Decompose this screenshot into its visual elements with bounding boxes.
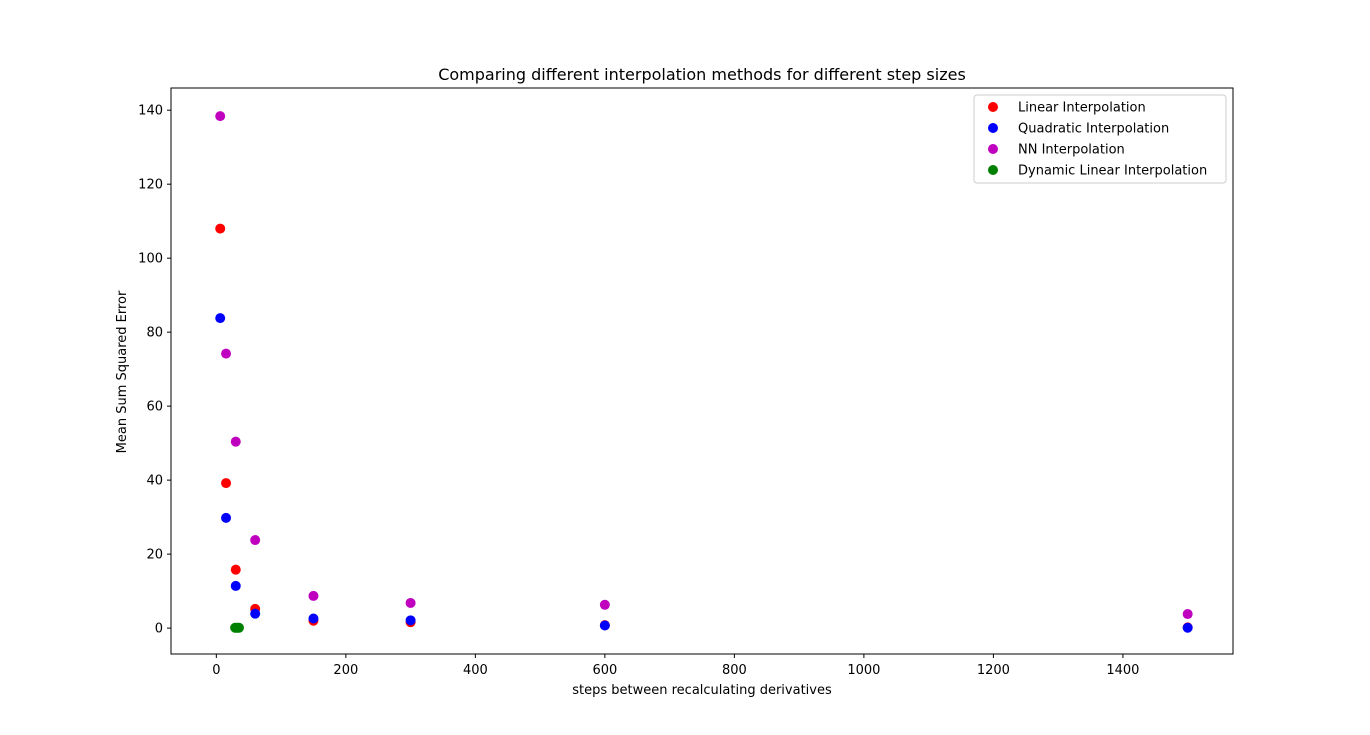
- legend-label: Quadratic Interpolation: [1018, 122, 1169, 137]
- legend-marker: [988, 123, 998, 133]
- data-point: [308, 590, 319, 601]
- y-tick-label: 120: [138, 178, 163, 193]
- data-point: [308, 613, 319, 624]
- x-tick-label: 0: [212, 663, 220, 678]
- data-point: [221, 478, 232, 489]
- y-tick-label: 60: [146, 400, 163, 415]
- x-tick-label: 600: [592, 663, 617, 678]
- data-point: [250, 608, 261, 619]
- legend-box: [973, 94, 1227, 184]
- data-point: [221, 348, 232, 359]
- data-point: [230, 580, 241, 591]
- legend-label: Linear Interpolation: [1018, 101, 1146, 116]
- data-point: [405, 597, 416, 608]
- data-point: [215, 223, 226, 234]
- y-tick-label: 80: [146, 326, 163, 341]
- legend-marker: [988, 102, 998, 112]
- data-point: [230, 436, 241, 447]
- x-tick-label: 400: [463, 663, 488, 678]
- x-tick-label: 200: [333, 663, 358, 678]
- data-point: [1182, 622, 1193, 633]
- legend-marker: [988, 144, 998, 154]
- x-tick-label: 1400: [1106, 663, 1139, 678]
- data-point: [599, 620, 610, 631]
- data-point: [230, 564, 241, 575]
- legend-label: Dynamic Linear Interpolation: [1018, 164, 1207, 179]
- x-axis-title: steps between recalculating derivatives: [572, 683, 832, 698]
- data-point: [233, 622, 244, 633]
- chart-title: Comparing different interpolation method…: [438, 65, 966, 84]
- data-point: [599, 599, 610, 610]
- legend-item: Quadratic Interpolation: [988, 122, 1169, 137]
- y-tick-label: 20: [146, 548, 163, 563]
- series-2: [215, 111, 1193, 620]
- legend-label: NN Interpolation: [1018, 143, 1125, 158]
- legend-marker: [988, 165, 998, 175]
- x-tick-label: 800: [722, 663, 747, 678]
- legend-item: Dynamic Linear Interpolation: [988, 164, 1207, 179]
- series-0: [215, 223, 1193, 633]
- y-tick-label: 0: [155, 622, 163, 637]
- y-tick-label: 40: [146, 474, 163, 489]
- data-point: [1182, 609, 1193, 620]
- y-axis-title: Mean Sum Squared Error: [115, 290, 130, 453]
- y-tick-label: 140: [138, 104, 163, 119]
- data-point: [221, 512, 232, 523]
- data-point: [215, 313, 226, 324]
- plot-frame: [170, 87, 1234, 655]
- x-tick-label: 1000: [847, 663, 880, 678]
- data-point: [250, 535, 261, 546]
- x-tick-label: 1200: [977, 663, 1010, 678]
- data-point: [405, 615, 416, 626]
- y-tick-label: 100: [138, 252, 163, 267]
- series-3: [230, 622, 244, 633]
- data-point: [215, 111, 226, 122]
- series-1: [215, 313, 1193, 633]
- legend-item: NN Interpolation: [988, 143, 1125, 158]
- legend-item: Linear Interpolation: [988, 101, 1146, 116]
